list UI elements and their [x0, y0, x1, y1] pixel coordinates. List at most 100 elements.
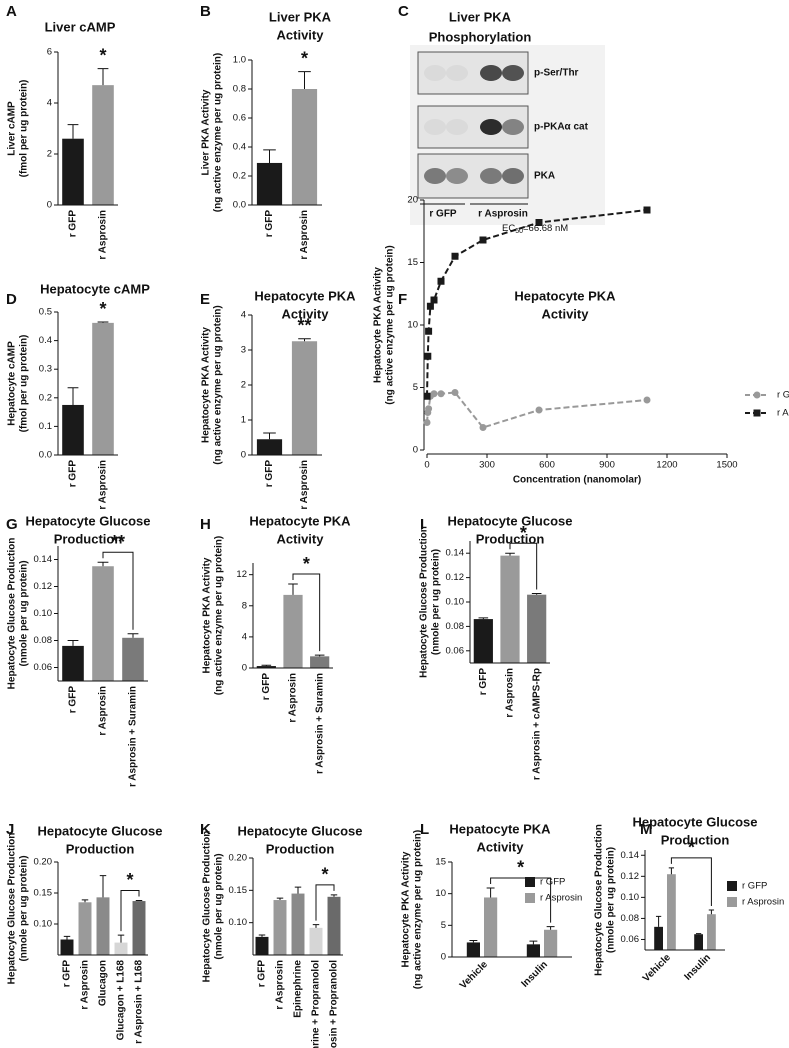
y-axis-label: (ng active enzyme per ug protein) [385, 245, 396, 404]
error-bar [330, 894, 338, 897]
y-tick-label: 0 [241, 450, 246, 461]
y-axis-label: (nmole per ug protein) [606, 847, 617, 953]
bar [92, 85, 114, 205]
legend-swatch [727, 897, 737, 907]
y-tick-label: 0.10 [229, 917, 248, 928]
y-tick-label: 5 [441, 920, 446, 931]
y-tick-label: 4 [242, 631, 247, 642]
y-tick-label: 0.06 [34, 662, 53, 673]
error-bar [505, 552, 515, 556]
x-tick-label: r Asprosin [98, 460, 109, 510]
bar [526, 944, 540, 957]
bar [96, 897, 110, 955]
y-tick-label: 1.0 [233, 55, 246, 66]
blot-band [446, 168, 468, 184]
bar [60, 939, 74, 955]
x-tick-label: 1200 [656, 460, 677, 471]
bar [256, 666, 276, 668]
x-tick-label: r GFP [261, 673, 272, 701]
chart-title: Liver PKA [269, 9, 332, 24]
chart-title: Activity [477, 839, 525, 854]
marker [535, 406, 543, 414]
significance: * [99, 45, 106, 65]
y-tick-label: 1 [241, 415, 246, 426]
bar [544, 929, 558, 957]
x-tick-label: r Asprosin [288, 673, 299, 723]
group-label: r GFP [429, 209, 457, 220]
chart-title: Activity [277, 531, 325, 546]
bar [291, 89, 318, 205]
y-tick-label: 10 [435, 888, 446, 899]
panel-letter: G [6, 516, 18, 533]
y-tick-label: 0.4 [233, 142, 246, 153]
error-bar [298, 71, 311, 89]
x-tick-label: r Asprosin [299, 210, 310, 260]
y-tick-label: 0 [242, 663, 247, 674]
y-axis-label: (nmole per ug protein) [214, 853, 225, 959]
error-bar [67, 640, 79, 646]
annotation: EC50=66.68 nM [502, 223, 568, 235]
marker [425, 327, 433, 335]
y-tick-label: 10 [407, 320, 418, 331]
y-tick-label: 0.15 [34, 888, 53, 899]
blot-band [446, 119, 468, 135]
error-bar [67, 387, 79, 405]
significance: * [126, 870, 133, 890]
significance: * [99, 299, 106, 319]
error-bar [135, 899, 143, 902]
marker [423, 419, 431, 426]
blot-band [424, 65, 446, 81]
significance: * [520, 523, 527, 543]
y-tick-label: 4 [241, 310, 246, 321]
chart-title: Production [66, 841, 135, 856]
error-bar [469, 940, 478, 943]
annotation-part: =66.68 nM [523, 223, 568, 234]
x-tick-label: r Asprosin [275, 960, 286, 1010]
chart-title: Production [661, 832, 730, 847]
bar [527, 594, 547, 663]
significance: * [321, 865, 328, 885]
chart-title: Liver PKA [449, 9, 512, 24]
bar [466, 942, 480, 957]
error-bar [117, 934, 125, 943]
marker [643, 396, 651, 404]
significance: ** [111, 532, 125, 552]
error-bar [668, 867, 675, 875]
error-bar [97, 68, 109, 86]
bar [62, 645, 84, 681]
bar [484, 897, 498, 957]
bar [473, 619, 493, 663]
marker [425, 405, 433, 413]
x-tick-label: Epinephrine [293, 960, 304, 1018]
blot-band [446, 65, 468, 81]
chart-title: Activity [282, 306, 330, 321]
error-bar [294, 886, 302, 894]
y-tick-label: 0.12 [446, 572, 465, 583]
y-tick-label: 0.14 [446, 548, 465, 559]
annotation-part: EC [502, 223, 515, 234]
y-axis-label: (nmole per ug protein) [19, 560, 30, 666]
error-bar [261, 664, 272, 667]
y-tick-label: 0.5 [39, 307, 52, 318]
panel-letter: I [420, 516, 424, 533]
bracket [670, 857, 712, 906]
y-tick-label: 5 [413, 382, 418, 393]
chart-title: Liver cAMP [45, 19, 116, 34]
significance: * [301, 48, 308, 68]
x-tick-label: r GFP [68, 686, 79, 714]
error-bar [63, 935, 71, 940]
marker [479, 424, 487, 431]
error-bar [298, 338, 311, 342]
y-tick-label: 0.15 [229, 885, 248, 896]
error-bar [67, 124, 79, 139]
marker [430, 390, 438, 398]
chart-title: Production [476, 531, 545, 546]
y-axis-label: Hepatocyte Glucose Production [594, 824, 605, 976]
error-bar [127, 633, 139, 638]
error-bar [695, 933, 702, 935]
group-label: r Asprosin [478, 209, 528, 220]
blot-row-label: p-Ser/Thr [534, 68, 579, 79]
bar [114, 942, 128, 955]
blot-row-label: p-PKAα cat [534, 122, 589, 133]
blot-band [424, 168, 446, 184]
